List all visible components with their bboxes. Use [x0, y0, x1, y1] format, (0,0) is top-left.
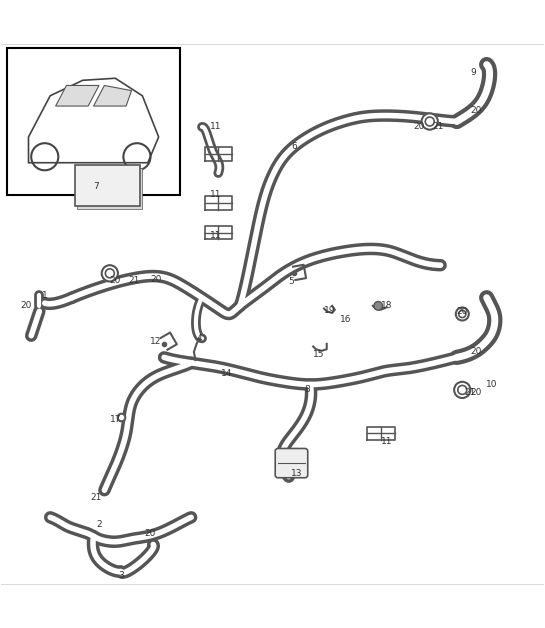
Text: 1: 1: [42, 291, 47, 300]
Text: 6: 6: [292, 143, 297, 151]
Text: 20: 20: [20, 301, 32, 310]
Text: 20: 20: [413, 122, 425, 131]
FancyBboxPatch shape: [7, 48, 180, 195]
Text: 20: 20: [457, 307, 468, 316]
Text: 18: 18: [380, 301, 392, 310]
FancyBboxPatch shape: [77, 168, 142, 208]
Text: 10: 10: [486, 380, 498, 389]
Text: 11: 11: [380, 437, 392, 446]
Text: 9: 9: [470, 68, 476, 77]
Text: 5: 5: [289, 277, 294, 286]
FancyBboxPatch shape: [75, 165, 140, 205]
Text: 15: 15: [313, 350, 324, 359]
Text: 16: 16: [340, 315, 352, 324]
Text: 20: 20: [470, 347, 482, 357]
Text: 4: 4: [197, 334, 202, 343]
Circle shape: [374, 301, 383, 310]
Text: 11: 11: [210, 190, 221, 199]
Text: 20: 20: [110, 276, 121, 285]
Text: 14: 14: [221, 369, 232, 378]
Polygon shape: [94, 85, 131, 106]
Circle shape: [456, 308, 469, 320]
Text: 20: 20: [470, 106, 482, 115]
Text: 11: 11: [210, 231, 221, 240]
Text: 19: 19: [324, 306, 335, 315]
Text: 12: 12: [150, 337, 162, 345]
Text: 2: 2: [96, 520, 102, 529]
Text: 21: 21: [129, 276, 140, 285]
Polygon shape: [56, 85, 99, 106]
FancyBboxPatch shape: [275, 448, 308, 478]
Text: 7: 7: [93, 182, 99, 191]
Text: 21: 21: [465, 388, 476, 397]
Text: 21: 21: [432, 122, 444, 131]
Text: 20: 20: [470, 388, 482, 397]
Text: 20: 20: [145, 529, 156, 538]
Text: 13: 13: [291, 470, 302, 479]
Circle shape: [102, 265, 118, 281]
Text: 3: 3: [118, 571, 124, 580]
Text: 11: 11: [210, 122, 221, 131]
Text: 8: 8: [305, 386, 311, 394]
Circle shape: [454, 382, 470, 398]
Text: 21: 21: [90, 493, 102, 502]
Text: 17: 17: [110, 415, 121, 425]
Text: 20: 20: [150, 275, 162, 284]
Circle shape: [422, 114, 438, 129]
